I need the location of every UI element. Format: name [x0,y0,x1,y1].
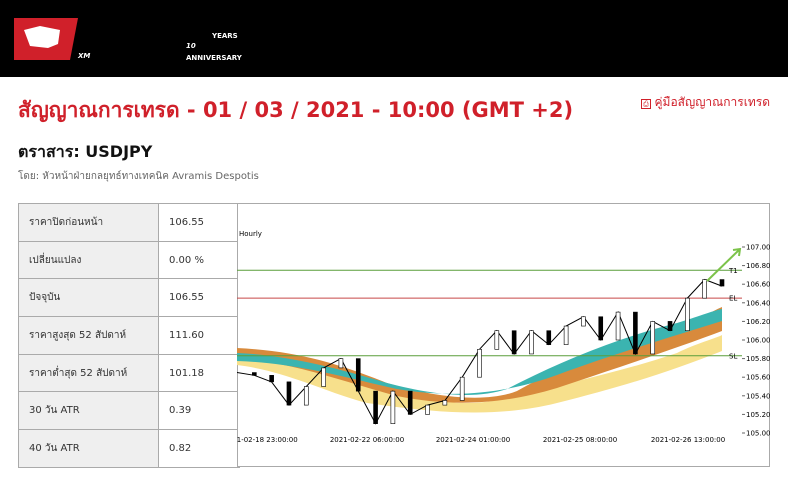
candle [252,372,257,376]
y-tick-label: 105.00 [746,430,770,438]
row-label: ราคาต่ำสุด 52 สัปดาห์ [18,353,159,393]
row-value: 111.60 [158,316,240,355]
candle [615,311,621,341]
x-tick-label: 2021-02-26 13:00:00 [651,436,725,444]
y-tick-label: 105.80 [746,355,770,363]
row-value: 106.55 [158,203,240,242]
table-row: 40 วัน ATR 0.82 [18,429,240,468]
stats-table: ราคาปิดก่อนหน้า 106.55 เปลี่ยนแปลง 0.00 % ปั… [18,203,240,468]
y-tick-label: 106.20 [746,318,770,326]
guide-text[interactable]: คู่มือสัญญาณการเทรด [654,95,771,109]
candle [529,330,534,355]
y-tick-label: 105.40 [746,392,770,400]
candle [338,358,344,369]
y-tick-label: 106.40 [746,299,770,307]
candle [494,330,500,350]
candle [286,381,292,406]
author: โดย: หัวหน้าฝ่ายกลยุทธ์ทางเทคนิค Avramis… [18,171,259,182]
row-label: ปัจจุบัน [18,278,159,318]
candle [425,404,430,415]
candle [321,367,326,387]
candle [511,330,517,355]
y-tick-label: 105.60 [746,374,770,382]
chart: Hourly 105.00 105.20 105.40 105.60 105.80 106… [237,203,770,467]
row-label: ราคาปิดก่อนหน้า [18,203,159,242]
instrument: ตราสาร: USDJPY [18,142,153,161]
x-tick-label: 21-02-18 23:00:00 [237,436,298,444]
candle [477,349,482,378]
candle [563,325,569,345]
level-label: SL [729,352,737,360]
row-label: 40 วัน ATR [18,429,159,468]
candle [598,316,604,341]
y-tick-label: 106.00 [746,337,770,345]
row-value: 101.18 [158,353,240,393]
logo-years-number: 10 [186,42,196,50]
candle [546,330,552,345]
header: XM 10 YEARS ANNIVERSARY [0,0,788,77]
candle [303,386,309,406]
candle [685,297,690,332]
y-tick-label: 107.00 [746,244,770,252]
x-tick-label: 2021-02-24 01:00:00 [436,436,510,444]
candle [459,376,465,401]
level-label: EL [729,295,737,303]
candle [269,375,274,383]
table-row: เปลี่ยนแปลง 0.00 % [18,240,240,280]
y-tick-label: 105.20 [746,411,770,419]
candle [702,279,707,299]
table-row: ราคาปิดก่อนหน้า 106.55 [18,203,240,242]
row-value: 0.82 [158,429,240,468]
level-label: T1 [728,267,738,275]
row-label: เปลี่ยนแปลง [18,240,159,280]
candle [650,321,656,355]
candle [633,311,638,355]
guide-link[interactable]: ⎙ คู่มือสัญญาณการเทรด [641,95,771,109]
row-value: 0.00 % [158,240,240,280]
table-row: ราคาต่ำสุด 52 สัปดาห์ 101.18 [18,353,240,393]
y-tick-label: 106.80 [746,262,770,270]
timeframe: Hourly [239,230,262,238]
candle [407,390,413,415]
target-arrow [706,247,742,282]
row-value: 106.55 [158,278,240,318]
logo-years: YEARS [211,32,238,40]
candle [442,400,448,406]
x-tick-label: 2021-02-25 08:00:00 [543,436,617,444]
candle [373,390,378,424]
candle [667,321,673,332]
table-row: ปัจจุบัน 106.55 [18,278,240,318]
row-value: 0.39 [158,391,240,431]
candle [581,316,586,327]
candle [719,279,725,287]
x-tick-label: 2021-02-22 06:00:00 [330,436,404,444]
candle [355,358,361,392]
table-row: 30 วัน ATR 0.39 [18,391,240,431]
y-tick-label: 106.60 [746,281,770,289]
candle [390,390,396,424]
logo-text: XM [77,52,90,60]
page-title: สัญญาณการเทรด - 01 / 03 / 2021 - 10:00 (… [18,98,574,122]
table-row: ราคาสูงสุด 52 สัปดาห์ 111.60 [18,316,240,355]
logo[interactable]: XM 10 YEARS ANNIVERSARY [0,0,260,77]
row-label: 30 วัน ATR [18,391,159,431]
logo-anniversary: ANNIVERSARY [186,54,243,62]
row-label: ราคาสูงสุด 52 สัปดาห์ [18,316,159,355]
